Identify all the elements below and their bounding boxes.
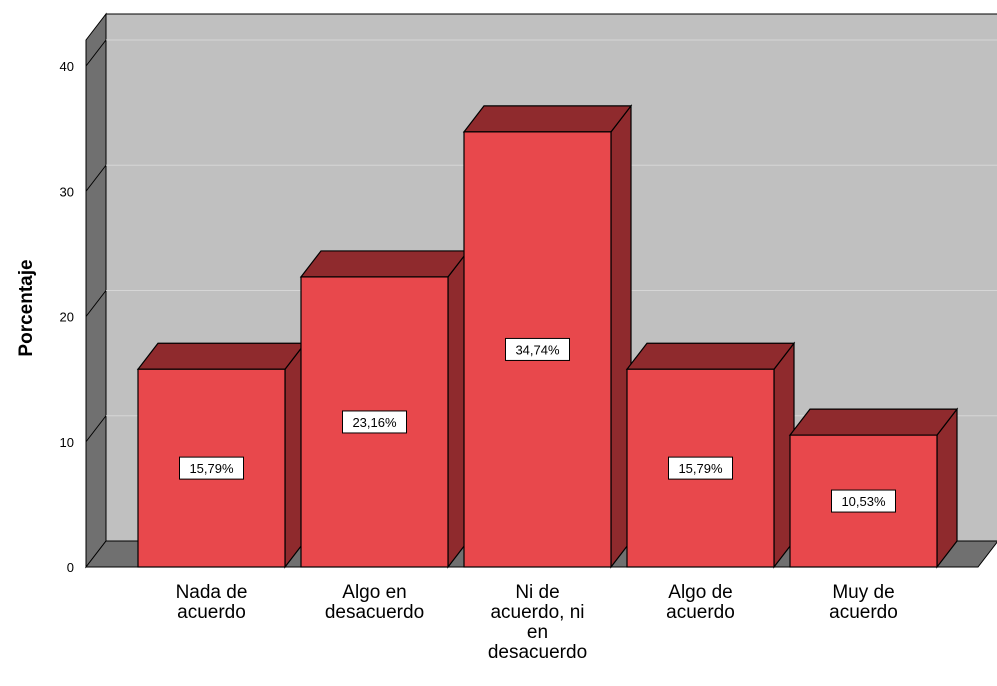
wall-gridline xyxy=(85,415,107,443)
bar: 15,79% xyxy=(136,341,307,569)
bar: 10,53% xyxy=(788,407,959,569)
bar-side xyxy=(936,407,958,569)
bar: 15,79% xyxy=(625,341,796,569)
bar: 23,16% xyxy=(299,249,470,569)
x-category-label: Muy de acuerdo xyxy=(829,582,898,623)
y-tick-label: 40 xyxy=(60,59,74,74)
bar-top xyxy=(625,342,796,370)
y-tick-label: 20 xyxy=(60,310,74,325)
data-label: 10,53% xyxy=(841,494,886,509)
y-tick-label: 30 xyxy=(60,184,74,199)
x-axis-categories: Nada de acuerdo Algo en desacuerdo Ni de acue… xyxy=(176,582,898,663)
data-label-box xyxy=(505,337,570,361)
plot-left-wall xyxy=(85,12,107,569)
bar-top xyxy=(788,408,959,436)
bar-top xyxy=(462,105,633,133)
y-tick-label: 10 xyxy=(60,435,74,450)
x-category-label: Nada de acuerdo xyxy=(176,582,248,623)
x-category-label: Algo de acuerdo xyxy=(666,582,735,623)
bar-top xyxy=(136,342,307,370)
data-label: 34,74% xyxy=(515,342,560,357)
data-label-box xyxy=(668,456,733,480)
data-label-box xyxy=(179,456,244,480)
data-label: 23,16% xyxy=(352,415,397,430)
wall-gridline xyxy=(85,164,107,192)
x-category-label: Ni de acuerdo, ni en desacuerdo xyxy=(488,582,587,663)
data-label: 15,79% xyxy=(189,461,234,476)
data-label-box xyxy=(342,410,407,434)
bar-top xyxy=(299,250,470,278)
data-label-box xyxy=(831,489,896,513)
wall-gridline xyxy=(85,290,107,317)
bars: 15,79% 23,16% 34,74% 15,79% 10,53% xyxy=(136,104,959,569)
wall-gridline xyxy=(85,39,107,67)
x-category-label: Algo en desacuerdo xyxy=(325,582,424,623)
y-tick-label: 0 xyxy=(67,560,74,575)
y-axis-ticks: 0 10 20 30 40 xyxy=(60,59,74,575)
bar: 34,74% xyxy=(462,104,633,569)
y-axis-label: Porcentaje xyxy=(16,259,37,356)
data-label: 15,79% xyxy=(678,461,723,476)
